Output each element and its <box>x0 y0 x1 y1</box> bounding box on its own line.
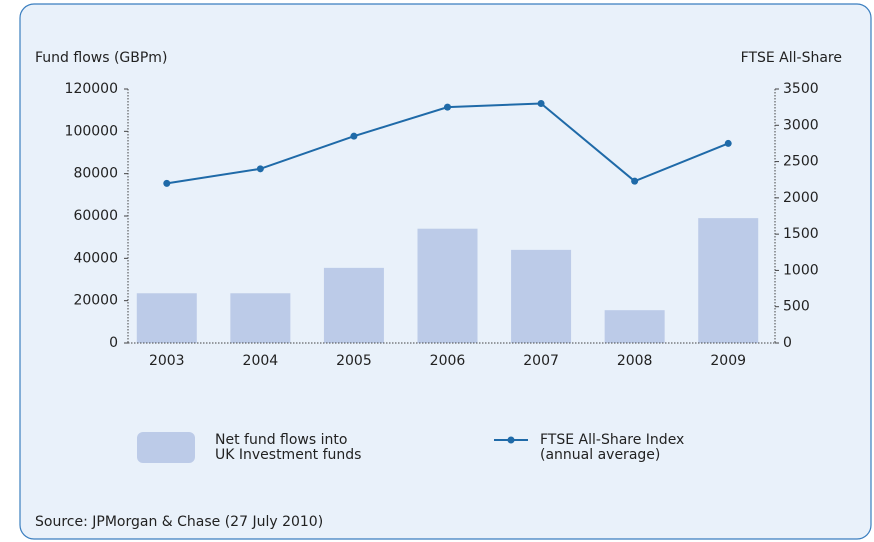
bar <box>417 228 478 343</box>
x-tick-label: 2008 <box>617 353 653 369</box>
x-tick-label: 2009 <box>710 353 746 369</box>
y2-tick-label: 1500 <box>783 226 819 242</box>
line-point <box>444 103 451 111</box>
legend-label: Net fund flows into UK Investment funds <box>215 432 362 463</box>
y2-tick-label: 2500 <box>783 154 819 170</box>
legend-label: FTSE All-Share Index (annual average) <box>540 432 685 463</box>
line-point <box>537 100 545 108</box>
x-tick-label: 2007 <box>523 353 559 369</box>
bar <box>323 267 384 343</box>
y-tick-label: 0 <box>109 335 118 351</box>
x-tick-label: 2005 <box>336 353 372 369</box>
line-point <box>724 139 732 147</box>
legend-swatch <box>137 432 195 463</box>
bar <box>230 293 291 343</box>
y2-axis-label: FTSE All-Share <box>741 50 842 66</box>
y-axis-label: Fund flows (GBPm) <box>35 50 167 66</box>
x-tick-label: 2004 <box>243 353 279 369</box>
y2-tick-label: 2000 <box>783 190 819 206</box>
line-point <box>256 165 264 173</box>
y2-tick-label: 0 <box>783 335 792 351</box>
x-tick-label: 2006 <box>430 353 466 369</box>
y-tick-label: 40000 <box>73 250 118 266</box>
y-tick-label: 60000 <box>73 208 118 224</box>
line-point <box>631 177 639 185</box>
source: Source: JPMorgan & Chase (27 July 2010) <box>35 514 323 530</box>
y2-tick-label: 500 <box>783 299 810 315</box>
line-point <box>350 132 358 140</box>
y2-tick-label: 3000 <box>783 117 819 133</box>
bar <box>698 218 759 343</box>
line-point <box>163 179 171 187</box>
bar <box>604 310 665 343</box>
y2-tick-label: 1000 <box>783 262 819 278</box>
y-tick-label: 100000 <box>65 123 118 139</box>
y-tick-label: 80000 <box>73 166 118 182</box>
x-tick-label: 2003 <box>149 353 185 369</box>
y-tick-label: 120000 <box>65 81 118 97</box>
legend-swatch <box>507 436 515 444</box>
bar <box>511 249 572 343</box>
y2-tick-label: 3500 <box>783 81 819 97</box>
y-tick-label: 20000 <box>73 293 118 309</box>
bar <box>136 293 197 343</box>
